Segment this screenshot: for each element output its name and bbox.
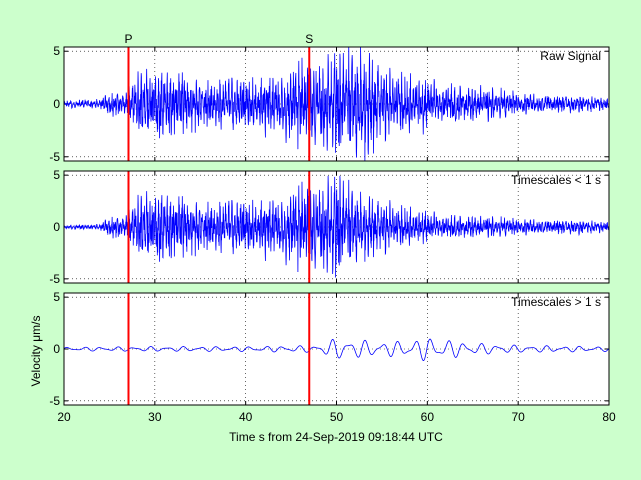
y-tick-label: -5 <box>49 394 60 408</box>
x-tick-label: 30 <box>148 410 162 424</box>
waveform-series <box>64 175 609 278</box>
x-axis-label: Time s from 24-Sep-2019 09:18:44 UTC <box>229 430 443 444</box>
y-tick-label: 5 <box>53 44 60 58</box>
panel-frame <box>63 170 610 284</box>
waveform-series <box>64 338 609 362</box>
y-tick-label: 5 <box>53 290 60 304</box>
waveform-series <box>64 47 609 161</box>
panel-2: -5 0 5 Timescales < 1 s <box>49 168 610 286</box>
phase-label-s: S <box>305 32 313 46</box>
panel-3: -5 0 5 Timescales > 1 s <box>49 290 610 408</box>
x-tick-labels: 20 30 40 50 60 70 80 <box>57 410 616 424</box>
panel-1: -5 0 5 Raw Signal <box>49 44 610 164</box>
x-tick-label: 70 <box>511 410 525 424</box>
y-axis-label: Velocity μm/s <box>29 316 43 387</box>
panel-label: Raw Signal <box>540 49 601 63</box>
x-tick-label: 20 <box>57 410 71 424</box>
y-tick-label: 5 <box>53 168 60 182</box>
x-tick-label: 60 <box>421 410 435 424</box>
y-tick-label: -5 <box>49 150 60 164</box>
panel-label: Timescales > 1 s <box>511 295 601 309</box>
panel-label: Timescales < 1 s <box>511 173 601 187</box>
x-tick-label: 40 <box>239 410 253 424</box>
panel-frame <box>63 292 610 406</box>
x-tick-label: 50 <box>330 410 344 424</box>
panel-frame <box>63 46 610 162</box>
panels: -5 0 5 Raw Signal -5 0 5 Timescales < 1 s -5 0 5 Ti… <box>49 32 610 408</box>
y-tick-label: -5 <box>49 272 60 286</box>
y-tick-label: 0 <box>53 97 60 111</box>
y-tick-label: 0 <box>53 220 60 234</box>
y-tick-label: 0 <box>53 342 60 356</box>
phase-label-p: P <box>124 32 132 46</box>
x-tick-label: 80 <box>602 410 616 424</box>
